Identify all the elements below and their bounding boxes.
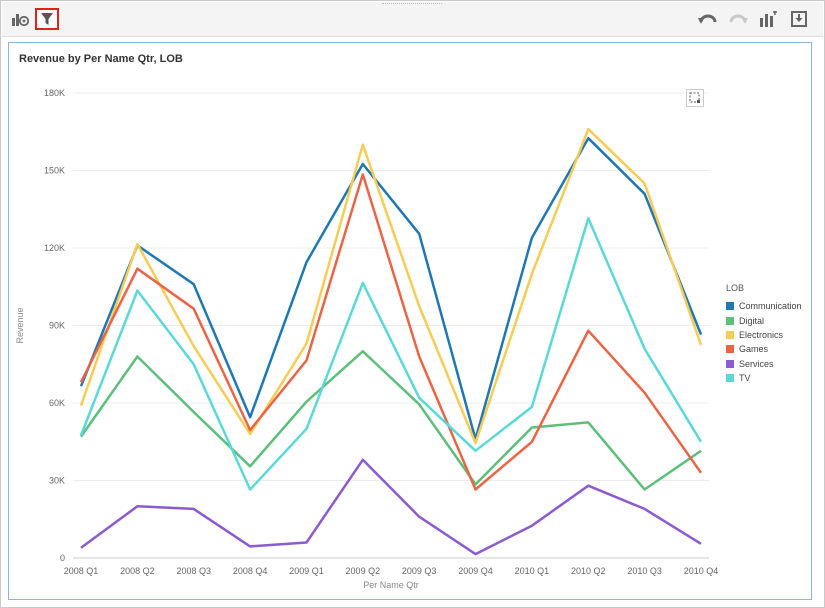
series-line-services	[80, 458, 702, 556]
x-tick-label: 2009 Q4	[458, 566, 493, 576]
x-tick-label: 2010 Q3	[627, 566, 662, 576]
y-tick-label: 60K	[49, 398, 65, 408]
y-tick-label: 0	[60, 553, 65, 563]
y-tick-label: 180K	[44, 88, 65, 98]
line-chart: 0 30K 60K 90K 120K 150K 180K 2008 Q1 2008 Q2 2008…	[15, 88, 719, 590]
redo-icon[interactable]	[726, 8, 750, 30]
y-tick-label: 150K	[44, 166, 65, 176]
legend: LOB Communication Digital Electronics Games…	[726, 283, 811, 385]
legend-label: Digital	[739, 315, 765, 326]
y-tick-label: 120K	[44, 243, 65, 253]
x-tick-label: 2010 Q1	[515, 566, 550, 576]
x-tick-label: 2008 Q3	[176, 566, 211, 576]
series-line-games	[79, 173, 703, 491]
legend-item-tv[interactable]: TV	[726, 371, 811, 385]
x-axis-title: Per Name Qtr	[363, 580, 419, 590]
series-line-communication	[79, 136, 703, 441]
add-visualization-icon[interactable]	[756, 8, 780, 30]
legend-swatch	[726, 316, 734, 325]
legend-label: Communication	[739, 301, 802, 312]
y-axis-title: Revenue	[15, 307, 25, 343]
undo-icon[interactable]	[696, 8, 720, 30]
filter-icon[interactable]	[35, 8, 59, 30]
chart-title: Revenue by Per Name Qtr, LOB	[19, 53, 183, 65]
series-line-digital	[79, 350, 702, 491]
legend-item-games[interactable]: Games	[726, 342, 811, 356]
x-tick-label: 2008 Q1	[64, 566, 99, 576]
series-line-tv	[79, 217, 703, 491]
legend-item-electronics[interactable]: Electronics	[726, 328, 811, 342]
x-tick-label: 2010 Q4	[684, 566, 719, 576]
x-tick-label: 2010 Q2	[571, 566, 606, 576]
x-tick-label: 2009 Q3	[402, 566, 437, 576]
legend-swatch	[726, 302, 734, 311]
x-tick-label: 2009 Q1	[289, 566, 324, 576]
legend-label: Services	[739, 358, 774, 369]
chart-panel: Revenue by Per Name Qtr, LOB 0 30K 60K 90K 1…	[8, 42, 812, 600]
chart-properties-icon[interactable]	[8, 8, 32, 30]
resize-grip[interactable]	[382, 3, 442, 7]
x-tick-label: 2008 Q2	[120, 566, 155, 576]
x-tick-label: 2009 Q2	[346, 566, 381, 576]
x-tick-label: 2008 Q4	[233, 566, 268, 576]
legend-label: Electronics	[739, 329, 784, 340]
legend-swatch	[726, 345, 734, 354]
y-tick-label: 30K	[49, 476, 65, 486]
toolbar	[2, 2, 823, 37]
legend-label: TV	[739, 373, 751, 384]
zoom-select-icon[interactable]	[686, 89, 704, 107]
legend-label: Games	[739, 344, 769, 355]
legend-item-services[interactable]: Services	[726, 357, 811, 371]
legend-swatch	[726, 330, 734, 339]
export-icon[interactable]	[787, 8, 811, 30]
legend-title: LOB	[726, 283, 745, 293]
legend-swatch	[726, 359, 734, 368]
legend-item-digital[interactable]: Digital	[726, 313, 811, 327]
y-tick-label: 90K	[49, 321, 65, 331]
legend-item-communication[interactable]: Communication	[726, 299, 811, 313]
series-line-electronics	[79, 127, 703, 445]
legend-swatch	[726, 374, 734, 383]
